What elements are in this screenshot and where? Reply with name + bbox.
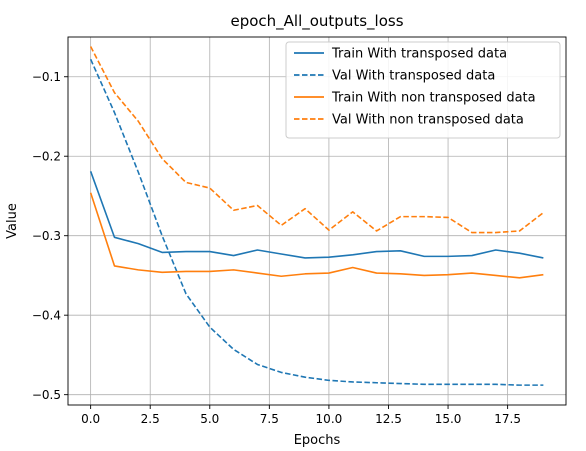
axes: 0.0 2.5 5.0 7.5 10.0 12.5 15.0 17.5 −0.1 −0.2 −0.3… [32, 36, 567, 426]
x-tick-label: 10.0 [316, 412, 343, 426]
y-tick-label: −0.4 [32, 309, 61, 323]
x-tick-label: 0.0 [81, 412, 100, 426]
series-line-1 [89, 171, 544, 259]
series-line-4 [89, 46, 544, 234]
x-tick-label: 15.0 [435, 412, 462, 426]
series-lines [89, 46, 544, 386]
chart-title: epoch_All_outputs_loss [230, 12, 403, 31]
series-line-3 [89, 192, 544, 279]
legend-label-3: Train With non transposed data [331, 91, 536, 106]
legend-label-1: Train With transposed data [331, 47, 507, 62]
plot-frame [67, 36, 567, 406]
x-tick-label: 17.5 [494, 412, 521, 426]
x-tick-label: 12.5 [375, 412, 402, 426]
series-line-2 [89, 58, 544, 386]
y-tick-label: −0.2 [32, 150, 61, 164]
x-tick-label: 7.5 [260, 412, 279, 426]
x-tick-label: 2.5 [141, 412, 160, 426]
legend-box [285, 41, 561, 139]
x-tick-label: 5.0 [200, 412, 219, 426]
y-axis-label: Value [5, 203, 20, 239]
legend-label-4: Val With non transposed data [332, 113, 524, 128]
y-tick-label: −0.5 [32, 388, 61, 402]
y-tick-label: −0.1 [32, 70, 61, 84]
x-axis-label: Epochs [294, 433, 341, 448]
legend-label-2: Val With transposed data [332, 69, 495, 84]
legend: Train With transposed data Val With trans… [285, 41, 561, 139]
y-tick-label: −0.3 [32, 229, 61, 243]
